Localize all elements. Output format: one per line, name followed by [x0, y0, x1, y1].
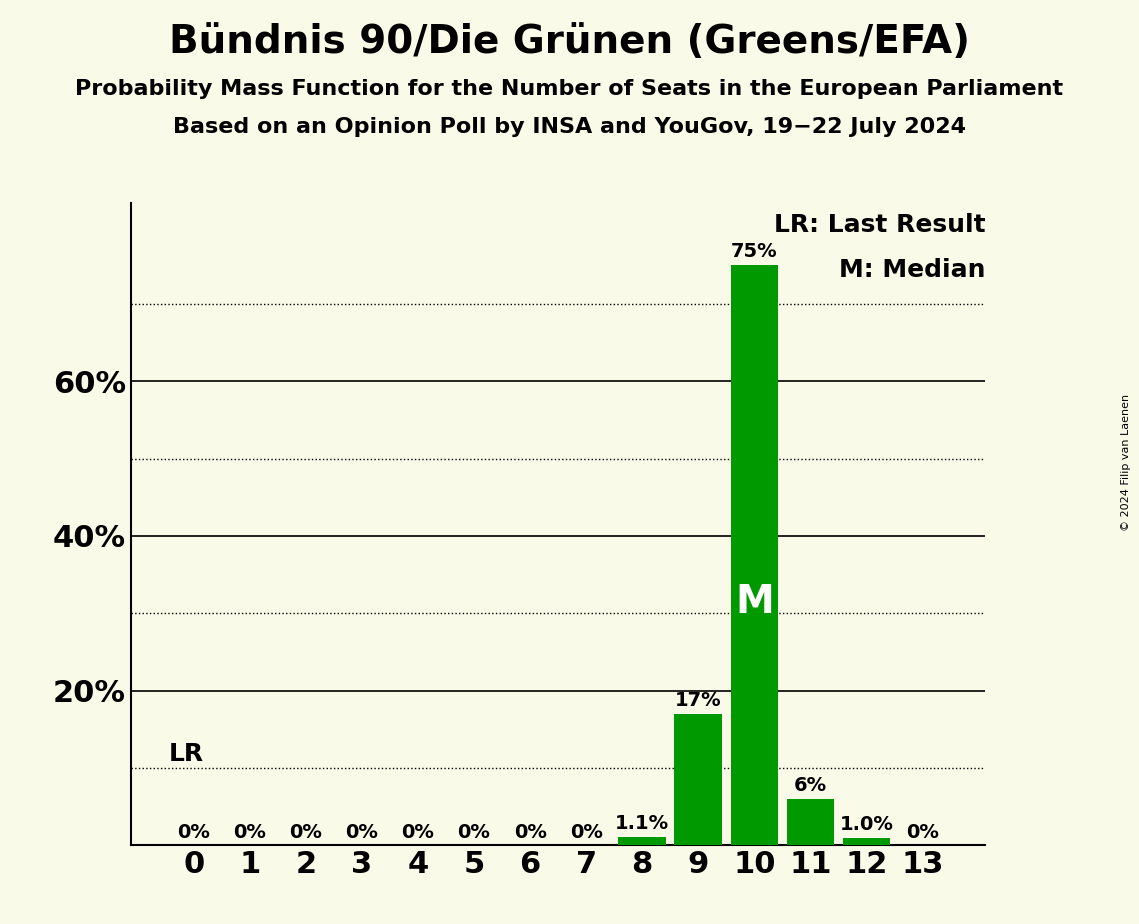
Text: Based on an Opinion Poll by INSA and YouGov, 19−22 July 2024: Based on an Opinion Poll by INSA and You…: [173, 117, 966, 138]
Text: 1.0%: 1.0%: [839, 815, 893, 833]
Text: 1.1%: 1.1%: [615, 814, 670, 833]
Bar: [843, 838, 891, 845]
Bar: [618, 837, 666, 845]
Text: 0%: 0%: [345, 822, 378, 842]
Bar: [674, 714, 722, 845]
Text: LR: Last Result: LR: Last Result: [773, 213, 985, 237]
Bar: [730, 265, 778, 845]
Text: 0%: 0%: [570, 822, 603, 842]
Text: Bündnis 90/Die Grünen (Greens/EFA): Bündnis 90/Die Grünen (Greens/EFA): [169, 23, 970, 61]
Text: M: M: [735, 583, 773, 621]
Bar: [787, 799, 834, 845]
Text: 0%: 0%: [178, 822, 210, 842]
Text: Probability Mass Function for the Number of Seats in the European Parliament: Probability Mass Function for the Number…: [75, 79, 1064, 99]
Text: 0%: 0%: [514, 822, 547, 842]
Text: 6%: 6%: [794, 776, 827, 796]
Text: 0%: 0%: [289, 822, 322, 842]
Text: M: Median: M: Median: [838, 258, 985, 282]
Text: 0%: 0%: [907, 822, 939, 842]
Text: 0%: 0%: [233, 822, 267, 842]
Text: 0%: 0%: [458, 822, 491, 842]
Text: 0%: 0%: [401, 822, 434, 842]
Text: 17%: 17%: [675, 691, 722, 710]
Text: LR: LR: [169, 742, 204, 766]
Text: © 2024 Filip van Laenen: © 2024 Filip van Laenen: [1121, 394, 1131, 530]
Text: 75%: 75%: [731, 242, 778, 261]
